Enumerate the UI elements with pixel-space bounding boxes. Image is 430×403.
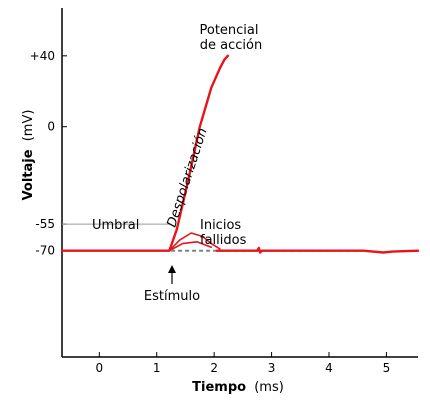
failed-initiations-label: Inicios (200, 218, 241, 233)
action-potential-label-2: de acción (200, 38, 262, 53)
action-potential-label: Potencial (199, 23, 258, 38)
series-failed-initiation-1 (168, 232, 221, 252)
x-ticks: 0 1 2 3 4 5 (96, 352, 391, 375)
y-tick-label: -70 (35, 244, 55, 258)
x-tick-label: 5 (383, 361, 391, 375)
y-tick-label: -55 (35, 217, 55, 231)
failed-initiations-label-2: fallidos (200, 233, 247, 248)
y-tick-label: 0 (47, 120, 55, 134)
depolarization-label: Despolarización (165, 126, 211, 229)
x-axis-label: Tiempo (ms) (192, 380, 284, 395)
y-tick-label: +40 (30, 49, 55, 63)
series-failed-initiation-2 (168, 241, 213, 252)
x-axis-label-unit: (ms) (254, 380, 284, 395)
y-axis-label: Voltaje (mV) (21, 110, 36, 201)
threshold-label: Umbral (92, 218, 139, 233)
x-tick-label: 2 (210, 361, 218, 375)
stimulus-arrow-icon (168, 265, 176, 284)
series-action-potential (60, 54, 230, 252)
x-tick-label: 3 (268, 361, 276, 375)
x-tick-label: 0 (96, 361, 104, 375)
x-tick-label: 4 (325, 361, 333, 375)
y-axis-label-unit: (mV) (21, 110, 36, 142)
stimulus-label: Estímulo (144, 289, 200, 304)
x-axis-label-bold: Tiempo (192, 380, 246, 395)
x-tick-label: 1 (153, 361, 161, 375)
y-axis-label-bold: Voltaje (21, 149, 36, 200)
series-baseline-after (215, 246, 420, 254)
series-layer (60, 54, 420, 254)
